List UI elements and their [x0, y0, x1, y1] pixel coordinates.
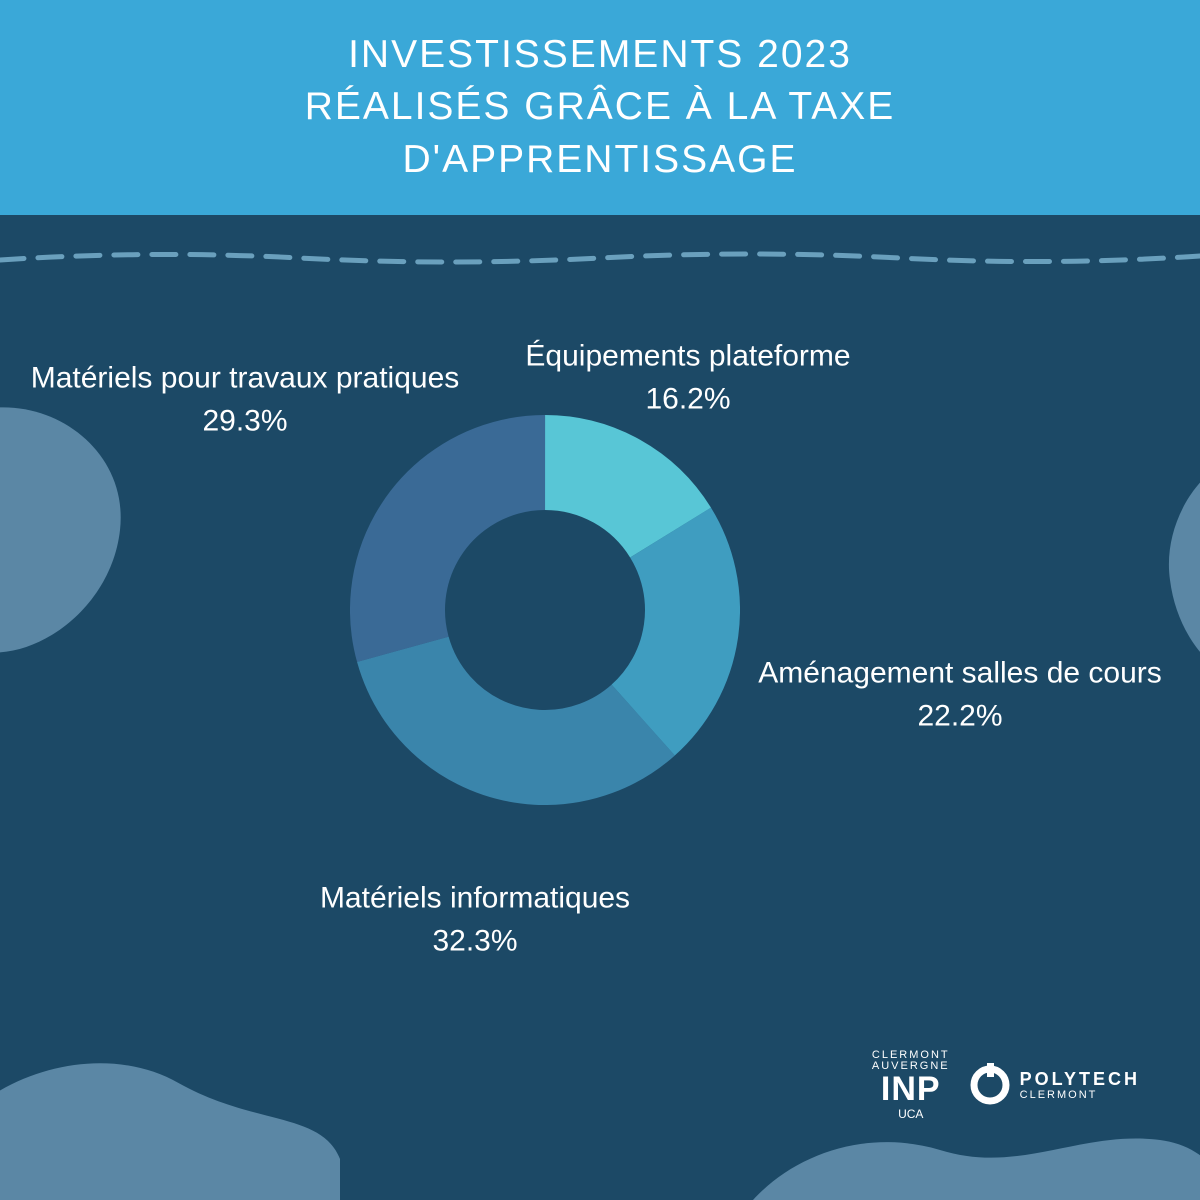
- chart-label-text: Matériels pour travaux pratiques: [31, 362, 460, 395]
- logo-polytech: POLYTECH CLERMONT: [968, 1063, 1140, 1107]
- logo-polytech-line1: POLYTECH: [1020, 1070, 1140, 1088]
- infographic-root: INVESTISSEMENTS 2023 RÉALISÉS GRÂCE À LA…: [0, 0, 1200, 1200]
- chart-label-materiels_informatiques: Matériels informatiques 32.3%: [320, 879, 630, 962]
- logo-inp: CLERMONT AUVERGNE INP UCA: [872, 1050, 950, 1120]
- donut-svg: [350, 415, 740, 805]
- title-line-2: RÉALISÉS GRÂCE À LA TAXE: [305, 85, 896, 128]
- dashed-divider: [0, 248, 1200, 268]
- chart-label-percent: 29.3%: [31, 401, 460, 442]
- chart-label-text: Aménagement salles de cours: [758, 657, 1162, 690]
- title-line-3: D'APPRENTISSAGE: [402, 138, 797, 181]
- polytech-ring-icon: [968, 1063, 1012, 1107]
- blob-decoration: [0, 1040, 340, 1200]
- chart-label-amenagement_salles: Aménagement salles de cours 22.2%: [758, 654, 1162, 737]
- chart-label-text: Équipements plateforme: [525, 340, 850, 373]
- chart-label-percent: 32.3%: [320, 921, 630, 962]
- chart-label-percent: 22.2%: [758, 696, 1162, 737]
- logo-inp-big: INP: [872, 1072, 950, 1106]
- header-banner: INVESTISSEMENTS 2023 RÉALISÉS GRÂCE À LA…: [0, 0, 1200, 215]
- logo-polytech-line2: CLERMONT: [1020, 1090, 1140, 1101]
- chart-label-percent: 16.2%: [525, 379, 850, 420]
- logo-inp-sub: UCA: [872, 1108, 950, 1120]
- donut-chart: [350, 415, 740, 805]
- title-line-1: INVESTISSEMENTS 2023: [348, 33, 852, 76]
- chart-label-text: Matériels informatiques: [320, 882, 630, 915]
- chart-label-materiels_tp: Matériels pour travaux pratiques 29.3%: [31, 359, 460, 442]
- page-title: INVESTISSEMENTS 2023 RÉALISÉS GRÂCE À LA…: [305, 29, 896, 187]
- footer-logos: CLERMONT AUVERGNE INP UCA POLYTECH CLERM…: [872, 1050, 1140, 1120]
- chart-label-equipements_plateforme: Équipements plateforme 16.2%: [525, 337, 850, 420]
